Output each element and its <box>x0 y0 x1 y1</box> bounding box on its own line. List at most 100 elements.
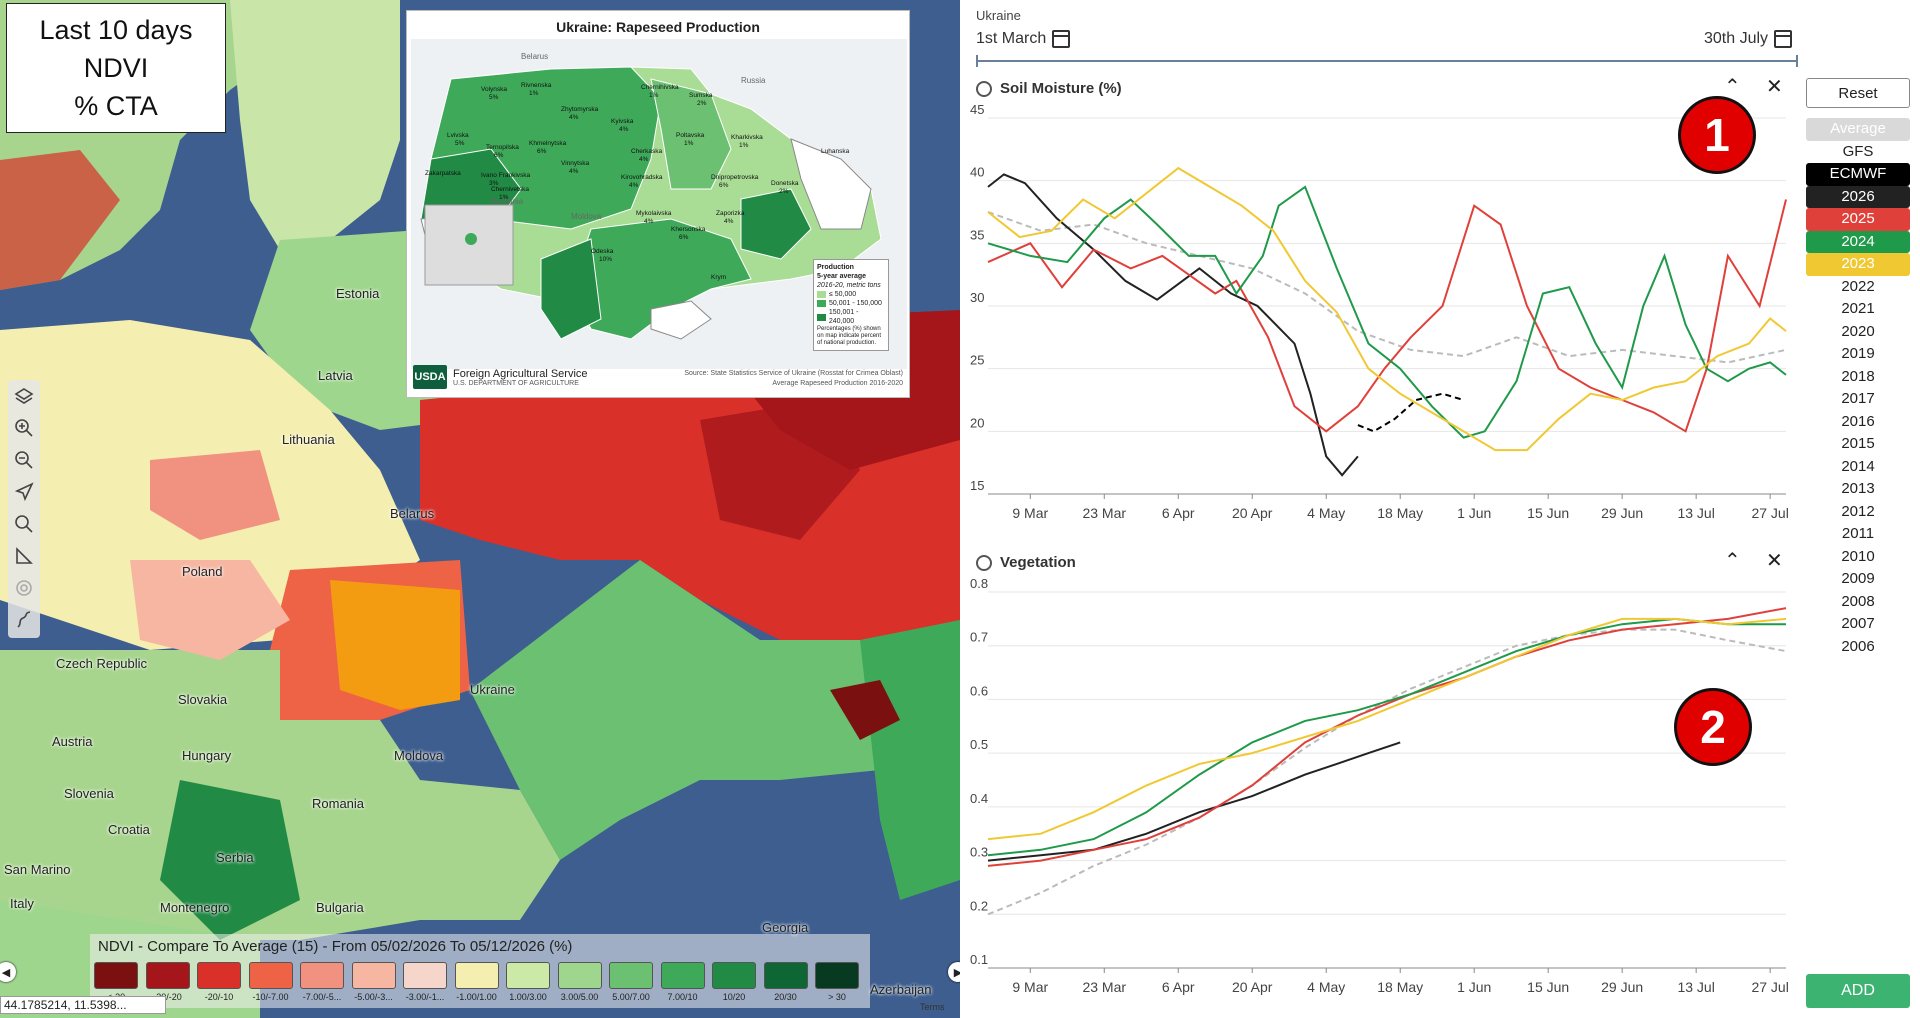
inset-legend-item-label: ≤ 50,000 <box>829 291 857 298</box>
close-icon[interactable]: ✕ <box>1766 550 1783 572</box>
vegetation-chart: 0.1 0.2 0.3 0.4 0.5 0.6 0.7 0.8 9 Mar 23 Mar 6 Apr… <box>970 576 1789 995</box>
draw-icon[interactable] <box>12 608 36 632</box>
calendar-icon[interactable] <box>1052 30 1071 48</box>
year-toggle-2009[interactable]: 2009 <box>1841 570 1875 587</box>
inset-region-label: Zakarpatska <box>425 170 461 177</box>
collapse-icon[interactable]: ⌃ <box>1724 550 1741 572</box>
vegetation-panel-title: Vegetation <box>976 554 1076 571</box>
inset-region-pct: 4% <box>644 218 654 225</box>
target-icon[interactable] <box>12 576 36 600</box>
zoom-out-icon[interactable] <box>12 448 36 472</box>
year-toggle-2023[interactable]: 2023 <box>1806 253 1910 276</box>
year-toggle-2019[interactable]: 2019 <box>1841 345 1875 362</box>
close-icon[interactable]: ✕ <box>1766 76 1783 98</box>
soil-moisture-title: Soil Moisture (%) <box>1000 80 1122 97</box>
inset-legend-item: ≤ 50,000 <box>817 290 885 299</box>
date-range-slider[interactable] <box>976 55 1798 67</box>
map-view[interactable]: Last 10 days NDVI % CTA Ukraine: Rapesee… <box>0 0 960 1018</box>
year-toggle-2016[interactable]: 2016 <box>1841 412 1875 430</box>
year-toggle-2026[interactable]: 2026 <box>1806 185 1910 208</box>
end-date-picker[interactable]: 30th July <box>1704 30 1793 48</box>
collapse-icon[interactable]: ⌃ <box>1724 76 1741 98</box>
y-tick-label: 0.1 <box>970 952 988 967</box>
terms-link[interactable]: Terms <box>920 1002 945 1012</box>
search-icon[interactable] <box>12 512 36 536</box>
country-label: Bulgaria <box>316 900 364 915</box>
reset-button[interactable]: Reset <box>1806 78 1910 108</box>
soil-moisture-chart: 15 20 25 30 35 40 45 9 Mar 23 Mar 6 Apr 20 Apr 4 Ma… <box>970 102 1789 521</box>
inset-region-label: Zhytomyrska <box>561 106 599 113</box>
zoom-in-icon[interactable] <box>12 416 36 440</box>
year-toggle-2011[interactable]: 2011 <box>1841 525 1875 542</box>
inset-title: Ukraine: Rapeseed Production <box>556 19 760 35</box>
chevron-right-icon[interactable]: ▶ <box>948 962 960 982</box>
legend-swatch <box>454 962 499 989</box>
calendar-icon[interactable] <box>1774 30 1793 48</box>
usda-credit: USDA Foreign Agricultural Service U.S. D… <box>413 365 588 389</box>
country-label: Slovenia <box>64 786 114 801</box>
year-toggle-average[interactable]: Average <box>1806 118 1910 141</box>
country-label: Montenegro <box>160 900 230 915</box>
navigate-icon[interactable] <box>12 480 36 504</box>
year-toggle-2021[interactable]: 2021 <box>1841 300 1875 317</box>
x-tick-label: 6 Apr <box>1162 505 1195 521</box>
overlay-line-metric: % CTA <box>74 91 158 121</box>
add-button[interactable]: ADD <box>1806 974 1910 1008</box>
y-tick-label: 40 <box>970 165 984 180</box>
inset-legend-subtitle: 5-year average <box>817 273 867 280</box>
inset-region-label: Krym <box>711 274 726 281</box>
year-toggle-2007[interactable]: 2007 <box>1841 615 1875 632</box>
analysis-panel: Ukraine 1st March 30th July Soil Moistur… <box>960 0 1920 1018</box>
inset-region-label: Zaporizka <box>716 210 745 217</box>
year-toggle-2010[interactable]: 2010 <box>1841 547 1875 565</box>
inset-legend-item: 150,001 - 240,000 <box>817 308 885 326</box>
inset-region-pct: 1% <box>684 140 694 147</box>
inset-region-pct: 4% <box>619 126 629 133</box>
measure-icon[interactable] <box>12 544 36 568</box>
inset-region-pct: 1% <box>499 194 509 201</box>
year-toggle-2013[interactable]: 2013 <box>1841 480 1875 497</box>
year-toggle-2012[interactable]: 2012 <box>1841 502 1875 520</box>
y-tick-label: 0.4 <box>970 791 988 806</box>
year-toggle-2022[interactable]: 2022 <box>1841 277 1875 295</box>
y-tick-label: 25 <box>970 353 984 368</box>
x-tick-label: 1 Jun <box>1457 979 1491 995</box>
layers-icon[interactable] <box>12 384 36 408</box>
start-date-picker[interactable]: 1st March <box>976 30 1071 48</box>
year-toggle-2014[interactable]: 2014 <box>1841 457 1875 475</box>
year-toggle-2006[interactable]: 2006 <box>1841 637 1875 655</box>
year-toggle-2017[interactable]: 2017 <box>1841 390 1875 407</box>
ndvi-legend-title: NDVI - Compare To Average (15) - From 05… <box>98 938 573 955</box>
year-toggle-gfs[interactable]: GFS <box>1842 142 1874 160</box>
year-toggle-2015[interactable]: 2015 <box>1841 435 1875 452</box>
inset-region-label: Volynska <box>481 86 507 93</box>
globe-icon <box>976 80 992 97</box>
year-toggle-2020[interactable]: 2020 <box>1841 322 1875 340</box>
legend-swatch-label: -1.00/1.00 <box>456 992 497 1002</box>
y-tick-label: 0.5 <box>970 737 988 752</box>
year-toggle-2018[interactable]: 2018 <box>1841 367 1875 385</box>
year-toggle-ecmwf[interactable]: ECMWF <box>1806 163 1910 186</box>
inset-region-pct: 6% <box>719 182 729 189</box>
inset-neighbor-moldova: Moldova <box>571 212 602 221</box>
inset-region-pct: 4% <box>629 182 639 189</box>
legend-swatch <box>609 962 653 989</box>
y-tick-label: 0.8 <box>970 576 988 591</box>
legend-swatch <box>660 962 705 989</box>
legend-swatch-label: 3.00/5.00 <box>560 992 599 1002</box>
inset-neighbor-russia: Russia <box>741 76 766 85</box>
y-tick-label: 0.3 <box>970 845 988 860</box>
year-toggle-2008[interactable]: 2008 <box>1841 592 1875 610</box>
country-label: Croatia <box>108 822 150 837</box>
series-line-2024 <box>987 185 1787 439</box>
annotation-badge-2: 2 <box>1674 688 1752 766</box>
legend-swatch <box>506 962 550 989</box>
usda-logo: USDA <box>413 365 447 389</box>
y-tick-label: 15 <box>970 478 984 493</box>
x-tick-label: 27 Jul <box>1751 979 1788 995</box>
inset-legend-title: Production <box>817 264 854 271</box>
chevron-left-icon[interactable]: ◀ <box>0 962 16 982</box>
year-toggle-2024[interactable]: 2024 <box>1806 230 1910 253</box>
year-toggle-2025[interactable]: 2025 <box>1806 208 1910 231</box>
country-label: Czech Republic <box>56 656 148 671</box>
